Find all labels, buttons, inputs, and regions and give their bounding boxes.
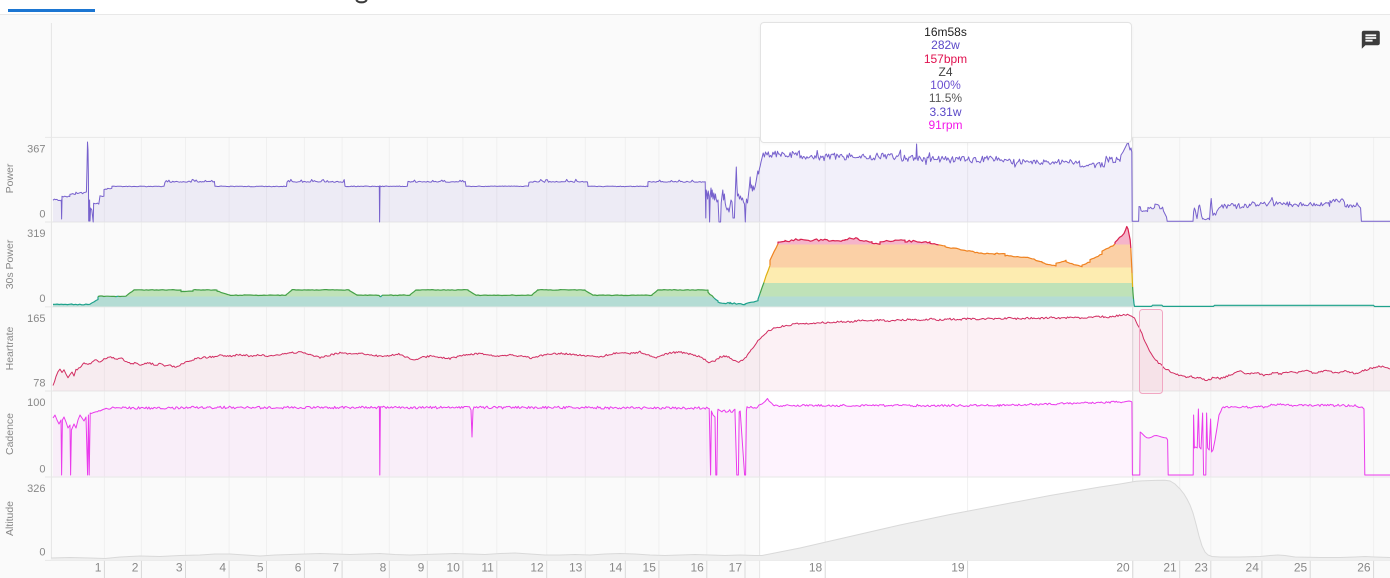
svg-text:3: 3 [176,561,183,575]
svg-text:165: 165 [27,313,45,325]
svg-text:26: 26 [1357,561,1371,575]
svg-text:Altitude: Altitude [4,501,16,536]
svg-text:9: 9 [418,561,425,575]
svg-text:20: 20 [1116,561,1130,575]
svg-text:100: 100 [27,397,45,409]
svg-text:13: 13 [569,561,583,575]
svg-text:18: 18 [809,561,823,575]
svg-text:367: 367 [27,143,45,155]
svg-text:2: 2 [132,561,139,575]
svg-text:15: 15 [643,561,657,575]
svg-text:25: 25 [1294,561,1308,575]
svg-text:12: 12 [530,561,544,575]
svg-text:326: 326 [27,483,45,495]
svg-text:1: 1 [95,561,102,575]
svg-text:10: 10 [447,561,461,575]
svg-text:5: 5 [257,561,264,575]
svg-text:78: 78 [33,377,45,389]
svg-text:Heartrate: Heartrate [4,326,16,370]
svg-text:0: 0 [39,293,45,305]
svg-text:19: 19 [951,561,965,575]
svg-text:16: 16 [690,561,704,575]
svg-text:4: 4 [219,561,226,575]
svg-text:30s Power: 30s Power [4,239,16,289]
svg-text:Power: Power [4,163,16,193]
svg-text:Cadence: Cadence [4,413,16,455]
svg-text:11: 11 [481,561,494,575]
svg-text:0: 0 [39,463,45,475]
svg-text:24: 24 [1246,561,1260,575]
svg-text:6: 6 [295,561,302,575]
svg-text:14: 14 [609,561,623,575]
svg-text:7: 7 [332,561,339,575]
svg-text:17: 17 [729,561,743,575]
svg-text:0: 0 [39,547,45,559]
svg-text:319: 319 [27,228,45,240]
svg-text:21: 21 [1163,561,1177,575]
svg-text:23: 23 [1194,561,1208,575]
svg-text:0: 0 [39,208,45,220]
svg-text:8: 8 [380,561,387,575]
